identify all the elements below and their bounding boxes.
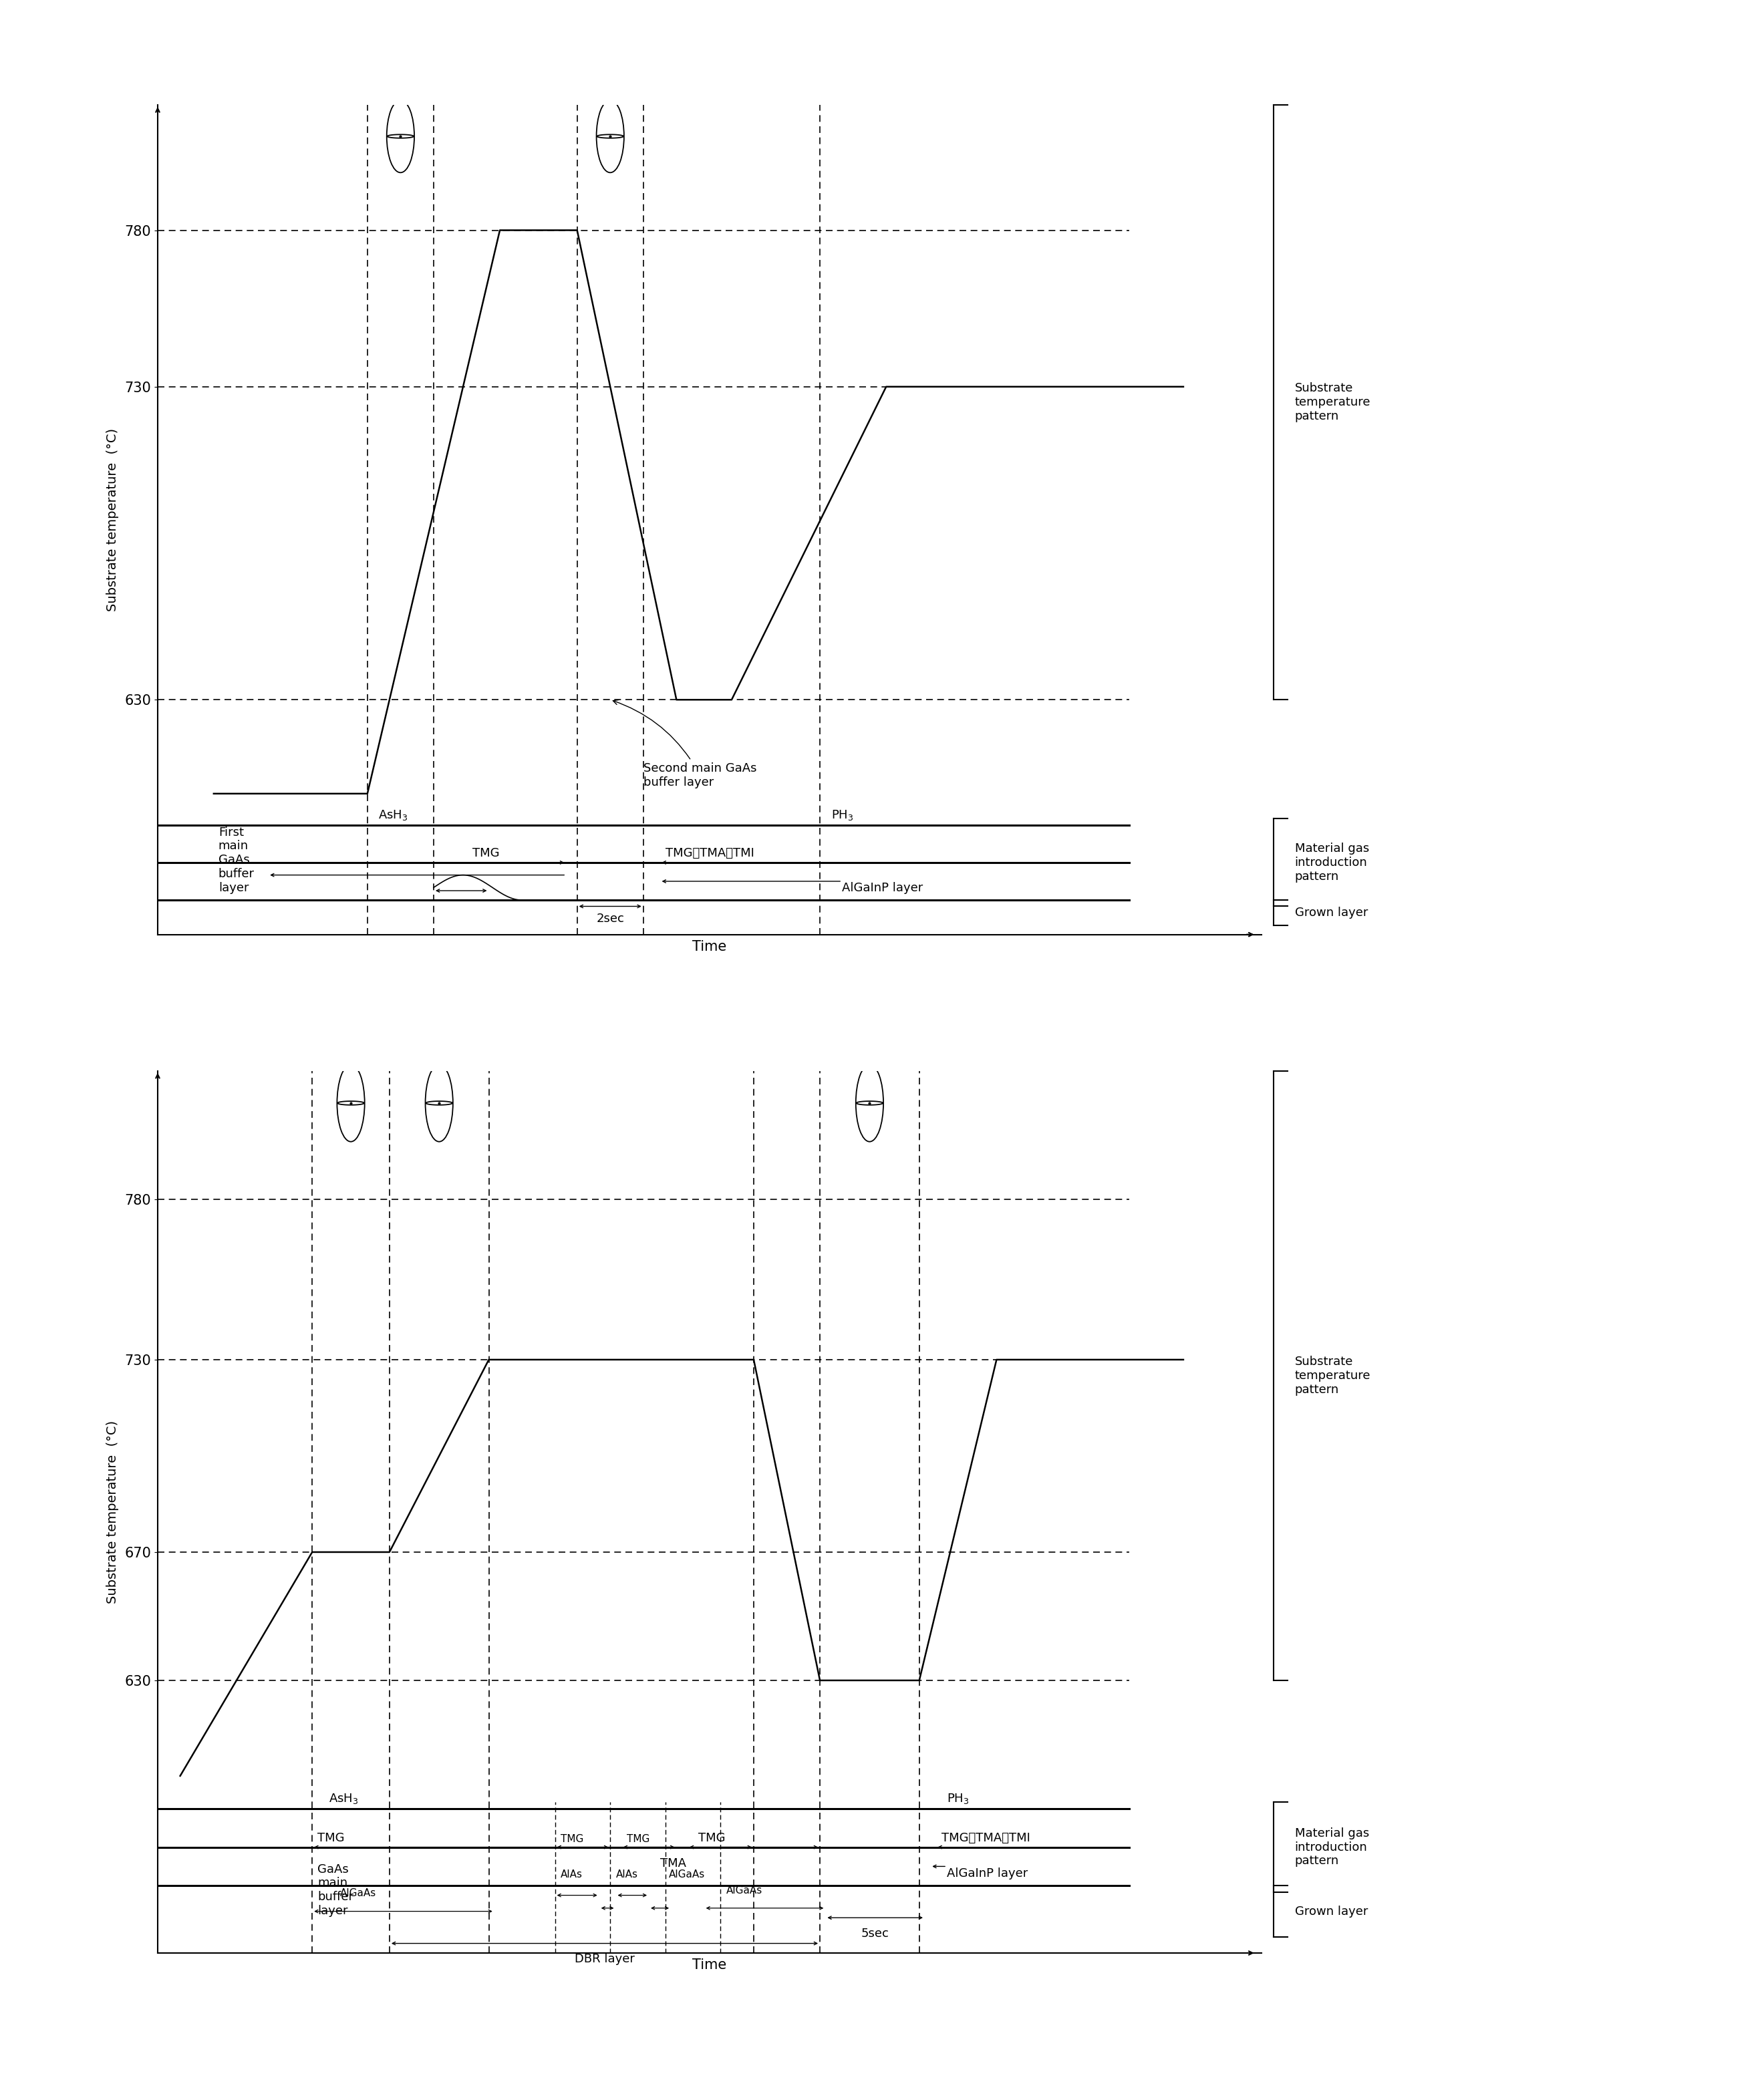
- Text: AlGaAs: AlGaAs: [669, 1869, 704, 1880]
- Text: Grown layer: Grown layer: [1295, 907, 1368, 918]
- Text: AlAs: AlAs: [561, 1869, 583, 1880]
- Text: AlGaAs: AlGaAs: [725, 1886, 762, 1896]
- Y-axis label: Substrate temperature  (°C): Substrate temperature (°C): [107, 428, 119, 611]
- Text: First
main
GaAs
buffer
layer: First main GaAs buffer layer: [219, 825, 254, 895]
- X-axis label: Time: Time: [692, 1959, 727, 1972]
- Text: TMG、TMA、TMI: TMG、TMA、TMI: [941, 1831, 1030, 1844]
- Text: TMG、TMA、TMI: TMG、TMA、TMI: [666, 846, 753, 859]
- Text: TMG: TMG: [561, 1833, 583, 1844]
- Text: AlGaInP layer: AlGaInP layer: [843, 882, 923, 895]
- Text: TMG: TMG: [627, 1833, 650, 1844]
- Text: TMG: TMG: [317, 1831, 345, 1844]
- Text: AsH$_3$: AsH$_3$: [329, 1791, 359, 1806]
- Text: 5sec: 5sec: [862, 1928, 888, 1940]
- Text: TMA: TMA: [661, 1858, 687, 1869]
- Text: Material gas
introduction
pattern: Material gas introduction pattern: [1295, 842, 1368, 882]
- Text: AlGaInP layer: AlGaInP layer: [946, 1867, 1028, 1880]
- Text: Substrate
temperature
pattern: Substrate temperature pattern: [1295, 382, 1370, 422]
- X-axis label: Time: Time: [692, 941, 727, 953]
- Text: TMG: TMG: [473, 846, 499, 859]
- Text: Material gas
introduction
pattern: Material gas introduction pattern: [1295, 1827, 1368, 1867]
- Text: TMG: TMG: [699, 1831, 725, 1844]
- Y-axis label: Substrate temperature  (°C): Substrate temperature (°C): [107, 1420, 119, 1604]
- Text: Substrate
temperature
pattern: Substrate temperature pattern: [1295, 1357, 1370, 1397]
- Text: DBR layer: DBR layer: [575, 1953, 634, 1966]
- Text: AsH$_3$: AsH$_3$: [378, 808, 408, 821]
- Text: Second main GaAs
buffer layer: Second main GaAs buffer layer: [613, 699, 757, 788]
- Text: AlAs: AlAs: [615, 1869, 638, 1880]
- Text: AlGaAs: AlGaAs: [340, 1888, 377, 1898]
- Text: 2sec: 2sec: [596, 914, 624, 924]
- Text: Grown layer: Grown layer: [1295, 1905, 1368, 1917]
- Text: GaAs
main
buffer
layer: GaAs main buffer layer: [317, 1863, 354, 1917]
- Text: PH$_3$: PH$_3$: [830, 808, 853, 821]
- Text: PH$_3$: PH$_3$: [946, 1791, 969, 1806]
